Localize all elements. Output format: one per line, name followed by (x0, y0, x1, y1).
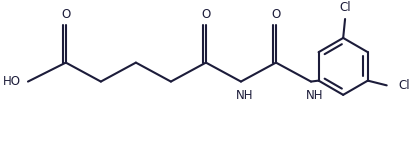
Text: O: O (61, 8, 70, 21)
Text: NH: NH (306, 89, 324, 102)
Text: NH: NH (236, 89, 254, 102)
Text: O: O (201, 8, 211, 21)
Text: Cl: Cl (398, 79, 409, 92)
Text: O: O (271, 8, 281, 21)
Text: Cl: Cl (339, 1, 351, 14)
Text: HO: HO (2, 75, 20, 88)
